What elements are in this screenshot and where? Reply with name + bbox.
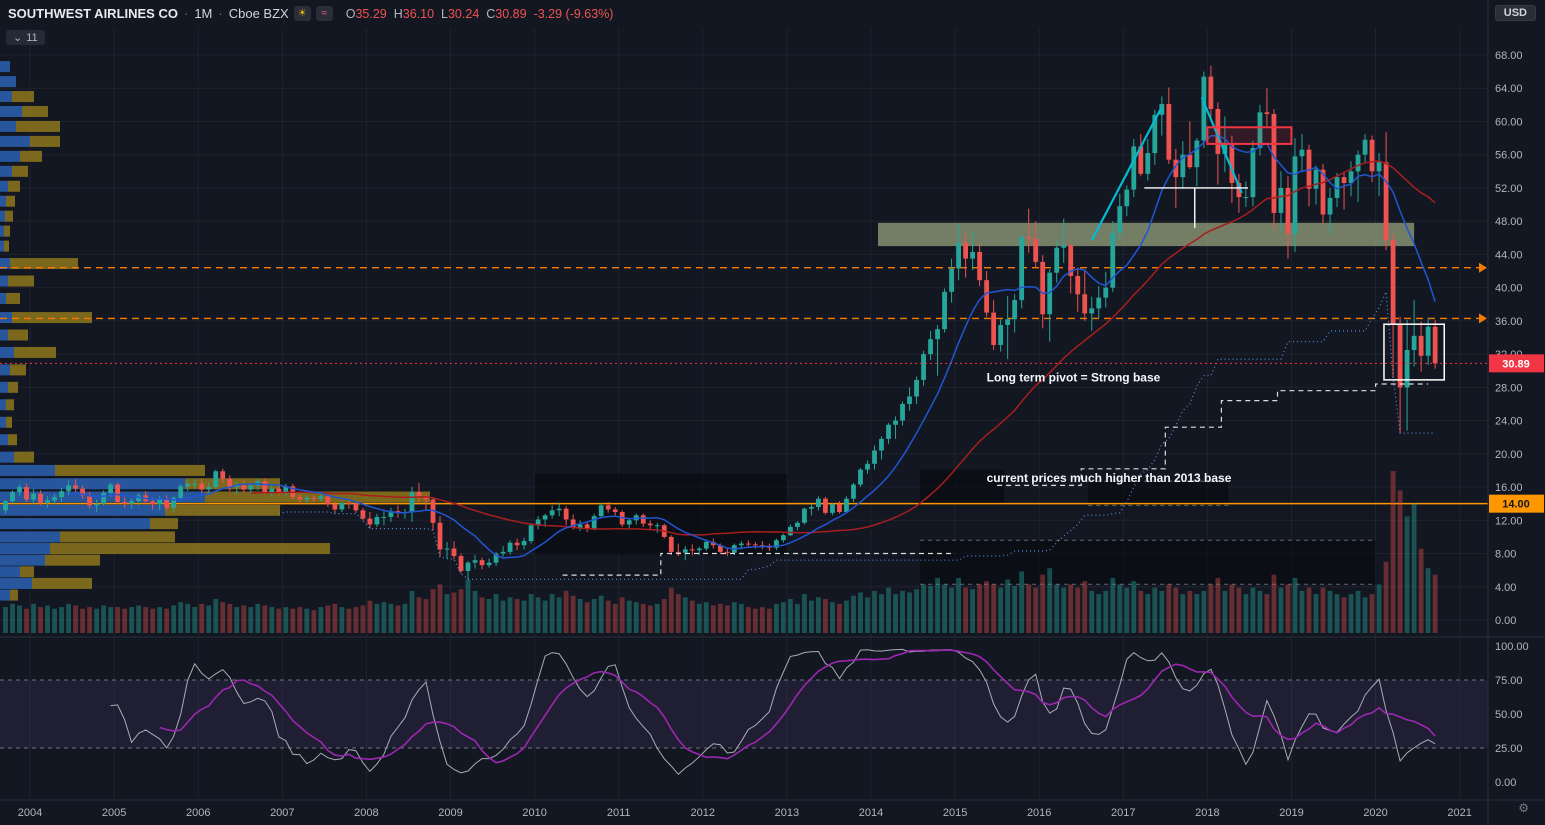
svg-text:2014: 2014 bbox=[859, 807, 883, 819]
svg-text:0.00: 0.00 bbox=[1495, 615, 1516, 627]
svg-text:68.00: 68.00 bbox=[1495, 50, 1523, 62]
price-levels[interactable] bbox=[0, 267, 1488, 505]
object-tree-chip[interactable]: ⌄ 11 bbox=[6, 30, 45, 45]
svg-text:56.00: 56.00 bbox=[1495, 150, 1523, 162]
svg-text:2007: 2007 bbox=[270, 807, 294, 819]
svg-text:28.00: 28.00 bbox=[1495, 382, 1523, 394]
low-label: L bbox=[441, 6, 448, 21]
svg-text:2015: 2015 bbox=[943, 807, 967, 819]
svg-text:2008: 2008 bbox=[354, 807, 378, 819]
svg-text:2006: 2006 bbox=[186, 807, 210, 819]
svg-text:2011: 2011 bbox=[607, 807, 631, 819]
candles bbox=[3, 65, 1438, 580]
white-box-drawing[interactable] bbox=[1383, 323, 1445, 381]
svg-text:2013: 2013 bbox=[775, 807, 799, 819]
level-arrow-marker bbox=[1479, 313, 1487, 324]
svg-text:2010: 2010 bbox=[522, 807, 546, 819]
close-value: 30.89 bbox=[495, 6, 527, 21]
separator-dot: · bbox=[183, 6, 189, 21]
trailing-step-line[interactable] bbox=[562, 552, 956, 576]
svg-text:2017: 2017 bbox=[1111, 807, 1135, 819]
level-14-tag: 14.00 bbox=[1489, 494, 1544, 513]
svg-text:2012: 2012 bbox=[691, 807, 715, 819]
cyan-trendline[interactable] bbox=[1090, 107, 1163, 241]
svg-text:36.00: 36.00 bbox=[1495, 316, 1523, 328]
svg-text:0.00: 0.00 bbox=[1495, 777, 1516, 789]
price-scale[interactable]: 0.004.008.0012.0016.0020.0024.0028.0032.… bbox=[1495, 50, 1529, 789]
level-arrow-marker bbox=[1479, 262, 1487, 273]
svg-text:12.00: 12.00 bbox=[1495, 515, 1523, 527]
svg-text:40.00: 40.00 bbox=[1495, 283, 1523, 295]
svg-text:2019: 2019 bbox=[1279, 807, 1303, 819]
dark-boxes[interactable] bbox=[534, 469, 1376, 585]
svg-text:4.00: 4.00 bbox=[1495, 582, 1516, 594]
timeframe-label[interactable]: 1M bbox=[194, 6, 213, 21]
volume-bars bbox=[3, 471, 1438, 633]
annotation-text[interactable]: current prices much higher than 2013 bas… bbox=[987, 471, 1232, 485]
svg-text:64.00: 64.00 bbox=[1495, 83, 1523, 95]
svg-text:2021: 2021 bbox=[1447, 807, 1471, 819]
slow-ma-line bbox=[250, 160, 1436, 536]
cyan-trendline[interactable] bbox=[1200, 96, 1243, 194]
high-label: H bbox=[393, 6, 403, 21]
svg-text:2018: 2018 bbox=[1195, 807, 1219, 819]
high-value: 36.10 bbox=[402, 6, 435, 21]
symbol-title[interactable]: SOUTHWEST AIRLINES CO bbox=[8, 6, 178, 21]
svg-text:50.00: 50.00 bbox=[1495, 709, 1523, 721]
ohlc-values: O35.29 H36.10 L30.24 C30.89 bbox=[346, 7, 527, 21]
stochastic-k-line bbox=[110, 648, 1436, 776]
svg-text:20.00: 20.00 bbox=[1495, 449, 1523, 461]
svg-text:75.00: 75.00 bbox=[1495, 675, 1523, 687]
svg-text:100.00: 100.00 bbox=[1495, 641, 1529, 653]
time-scale[interactable]: 2004 2005 2006 2007 2008 2009 2010 2011 2012 2013… bbox=[18, 807, 1472, 819]
open-label: O bbox=[345, 6, 356, 21]
svg-text:2005: 2005 bbox=[102, 807, 126, 819]
stochastic-d-line bbox=[159, 649, 1436, 764]
svg-text:2009: 2009 bbox=[438, 807, 462, 819]
svg-text:25.00: 25.00 bbox=[1495, 743, 1523, 755]
svg-text:60.00: 60.00 bbox=[1495, 116, 1523, 128]
svg-text:30.89: 30.89 bbox=[1502, 358, 1530, 370]
exchange-label: Cboe BZX bbox=[228, 6, 289, 21]
svg-text:16.00: 16.00 bbox=[1495, 482, 1523, 494]
svg-text:2020: 2020 bbox=[1363, 807, 1387, 819]
red-box-drawing[interactable] bbox=[1206, 126, 1293, 145]
object-count: 11 bbox=[26, 31, 38, 44]
current-price-tag: 30.89 bbox=[1489, 354, 1544, 373]
change-value: -3.29 (-9.63%) bbox=[533, 6, 614, 21]
chevron-down-icon: ⌄ bbox=[13, 32, 23, 44]
donchian-low-line bbox=[278, 291, 1436, 580]
svg-text:2016: 2016 bbox=[1027, 807, 1051, 819]
open-value: 35.29 bbox=[355, 6, 387, 21]
idea-sun-icon[interactable]: ☀ bbox=[293, 6, 311, 21]
svg-text:14.00: 14.00 bbox=[1502, 499, 1530, 511]
low-value: 30.24 bbox=[447, 6, 480, 21]
annotation-text[interactable]: Long term pivot = Strong base bbox=[987, 371, 1161, 385]
svg-text:24.00: 24.00 bbox=[1495, 416, 1523, 428]
idea-wave-icon[interactable]: ≈ bbox=[315, 6, 333, 21]
svg-text:2004: 2004 bbox=[18, 807, 42, 819]
gear-icon[interactable]: ⚙ bbox=[1518, 801, 1529, 815]
close-label: C bbox=[486, 6, 496, 21]
separator-dot: · bbox=[218, 6, 223, 21]
svg-text:44.00: 44.00 bbox=[1495, 249, 1523, 261]
chart-legend: SOUTHWEST AIRLINES CO · 1M · Cboe BZX ☀ … bbox=[8, 6, 613, 21]
currency-button[interactable]: USD bbox=[1494, 5, 1536, 21]
svg-text:8.00: 8.00 bbox=[1495, 549, 1516, 561]
svg-text:48.00: 48.00 bbox=[1495, 216, 1523, 228]
svg-text:52.00: 52.00 bbox=[1495, 183, 1523, 195]
